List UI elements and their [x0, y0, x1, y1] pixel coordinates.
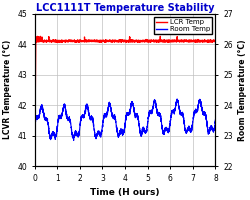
Y-axis label: Room Temperature (°C): Room Temperature (°C): [238, 39, 247, 141]
X-axis label: Time (H ours): Time (H ours): [90, 188, 160, 197]
Legend: LCR Temp, Room Temp: LCR Temp, Room Temp: [154, 17, 212, 34]
Y-axis label: LCVR Temperature (°C): LCVR Temperature (°C): [3, 40, 12, 139]
Title: LCC1111T Temperature Stability: LCC1111T Temperature Stability: [36, 3, 214, 13]
